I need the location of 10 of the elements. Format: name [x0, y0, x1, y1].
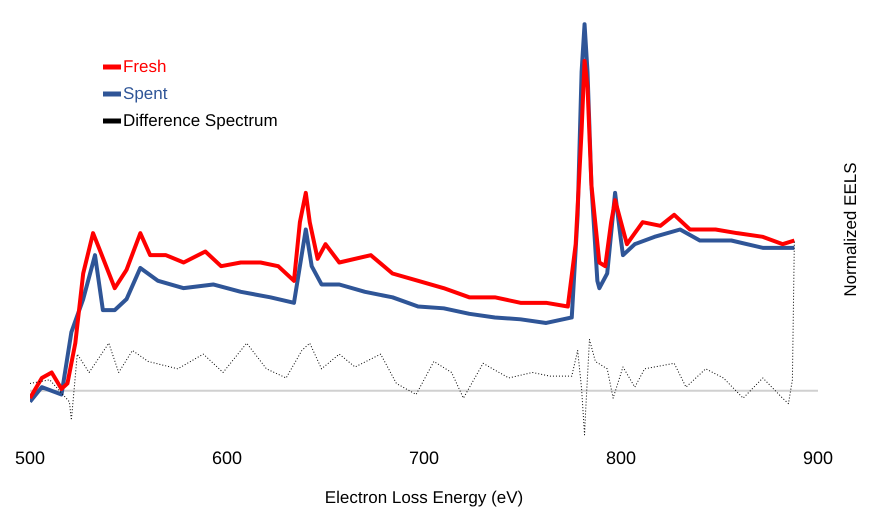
y-axis-title: Normalized EELS — [841, 162, 860, 297]
legend-label: Spent — [123, 83, 168, 105]
x-axis-title: Electron Loss Energy (eV) — [324, 488, 524, 507]
legend-label: Fresh — [123, 56, 166, 78]
legend-label: Difference Spectrum — [123, 110, 278, 132]
x-tick-label: 500 — [14, 448, 46, 468]
x-tick-label: 800 — [606, 448, 636, 468]
x-tick-label: 900 — [802, 448, 834, 468]
x-tick-label: 600 — [212, 448, 242, 468]
x-tick-label: 700 — [408, 448, 440, 468]
